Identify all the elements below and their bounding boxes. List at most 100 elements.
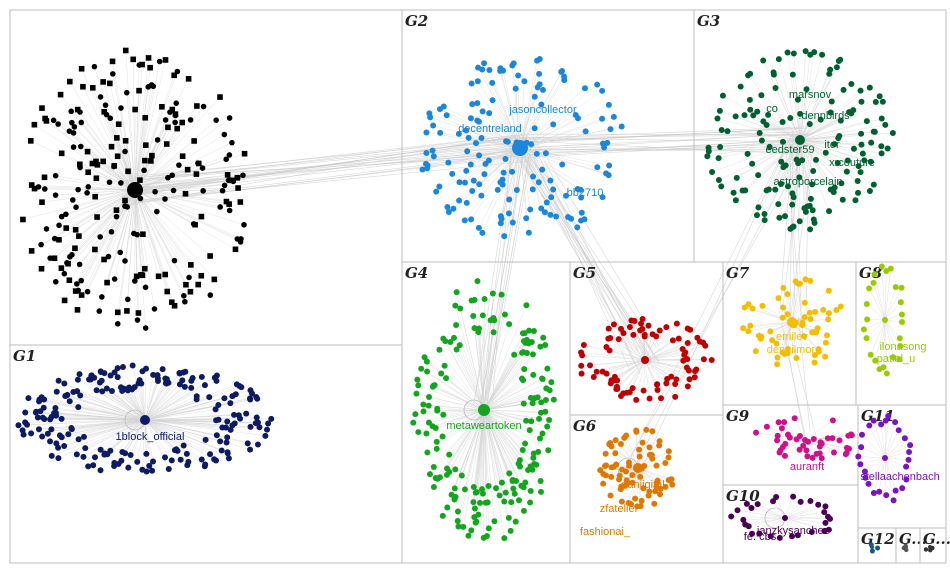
node-g4[interactable] [439, 433, 446, 440]
node-g4[interactable] [530, 328, 537, 335]
node-g5[interactable] [618, 325, 625, 332]
node-g11[interactable] [857, 461, 864, 468]
node-g1[interactable] [117, 384, 124, 391]
node-g2[interactable] [558, 68, 565, 75]
node-g0[interactable] [38, 241, 44, 248]
node-g1[interactable] [253, 414, 260, 421]
node-g11[interactable] [870, 490, 877, 497]
node-g11[interactable] [903, 476, 910, 483]
node-g2[interactable] [550, 186, 557, 193]
node-g4[interactable] [440, 335, 447, 342]
node-g4[interactable] [511, 490, 518, 497]
node-g2[interactable] [533, 150, 540, 157]
node-g5[interactable] [691, 374, 698, 381]
node-g4[interactable] [490, 329, 497, 336]
node-g5[interactable] [640, 387, 647, 394]
node-g7[interactable] [779, 314, 786, 321]
node-g7[interactable] [806, 309, 813, 316]
node-g0[interactable] [31, 185, 38, 192]
node-g3[interactable] [718, 127, 725, 134]
node-g9[interactable] [829, 417, 836, 424]
node-g0[interactable] [223, 156, 230, 163]
node-g2[interactable] [437, 129, 444, 136]
node-g2[interactable] [445, 208, 452, 215]
node-g0[interactable] [75, 186, 81, 193]
node-g2[interactable] [472, 140, 479, 147]
node-g3[interactable] [733, 174, 740, 181]
node-g0[interactable] [80, 83, 86, 90]
node-g1[interactable] [252, 420, 259, 427]
node-g0[interactable] [38, 265, 45, 272]
node-g6[interactable] [633, 428, 640, 435]
node-g4[interactable] [432, 424, 439, 431]
node-g3[interactable] [878, 143, 885, 150]
node-g4[interactable] [457, 305, 464, 312]
node-g6[interactable] [662, 460, 669, 467]
node-g4[interactable] [434, 405, 441, 412]
node-g2[interactable] [559, 161, 566, 168]
node-g6[interactable] [665, 477, 672, 484]
node-g4[interactable] [439, 512, 446, 519]
node-g1[interactable] [202, 436, 209, 443]
node-g1[interactable] [207, 451, 214, 458]
node-g5[interactable] [700, 356, 707, 363]
node-g5[interactable] [578, 370, 585, 377]
node-g7[interactable] [799, 319, 806, 326]
node-g6[interactable] [629, 479, 636, 486]
node-g2[interactable] [539, 166, 546, 173]
node-g0[interactable] [173, 100, 180, 106]
node-g10[interactable] [797, 498, 804, 505]
node-g4[interactable] [470, 484, 477, 491]
node-g0[interactable] [69, 119, 75, 126]
node-g4[interactable] [485, 482, 492, 489]
node-g10[interactable] [807, 498, 814, 505]
node-g0[interactable] [162, 196, 168, 202]
node-g0[interactable] [50, 117, 57, 124]
node-g2[interactable] [463, 199, 470, 206]
node-g9[interactable] [810, 435, 817, 442]
node-g3[interactable] [828, 98, 835, 105]
node-g0[interactable] [136, 87, 142, 94]
node-g0[interactable] [164, 288, 171, 295]
node-g2[interactable] [489, 97, 496, 104]
node-g4[interactable] [527, 499, 534, 506]
node-g4[interactable] [502, 489, 509, 496]
node-g1[interactable] [217, 438, 224, 445]
node-g1[interactable] [218, 447, 225, 454]
node-g1[interactable] [74, 376, 81, 383]
node-g2[interactable] [581, 85, 588, 92]
node-g1[interactable] [223, 439, 230, 446]
node-g4[interactable] [415, 382, 422, 389]
node-g3[interactable] [826, 70, 833, 77]
node-g1[interactable] [53, 388, 60, 395]
node-g1[interactable] [162, 375, 169, 382]
node-g1[interactable] [256, 424, 263, 431]
node-g1[interactable] [55, 377, 62, 384]
node-g2[interactable] [547, 211, 554, 218]
node-g3[interactable] [777, 181, 784, 188]
node-g4[interactable] [537, 477, 544, 484]
node-g1[interactable] [88, 372, 95, 379]
node-g1[interactable] [48, 413, 55, 420]
node-g5[interactable] [606, 347, 613, 354]
node-g0[interactable] [107, 80, 113, 87]
node-g0[interactable] [235, 185, 241, 191]
node-g7[interactable] [774, 361, 781, 368]
node-g0[interactable] [241, 150, 248, 157]
node-g3[interactable] [879, 98, 886, 105]
node-g6[interactable] [638, 497, 645, 504]
node-g10[interactable] [748, 530, 755, 537]
node-g0[interactable] [241, 221, 247, 228]
node-g10[interactable] [767, 533, 774, 540]
node-g7[interactable] [749, 305, 756, 312]
node-g10[interactable] [821, 509, 828, 516]
node-g5[interactable] [605, 325, 612, 332]
node-g4[interactable] [490, 314, 497, 321]
node-g0[interactable] [187, 117, 194, 123]
node-g1[interactable] [181, 383, 188, 390]
node-g7[interactable] [823, 332, 830, 339]
node-g7[interactable] [807, 277, 814, 284]
node-g8[interactable] [883, 370, 890, 377]
node-g6[interactable] [665, 454, 672, 461]
node-g1[interactable] [146, 462, 153, 469]
